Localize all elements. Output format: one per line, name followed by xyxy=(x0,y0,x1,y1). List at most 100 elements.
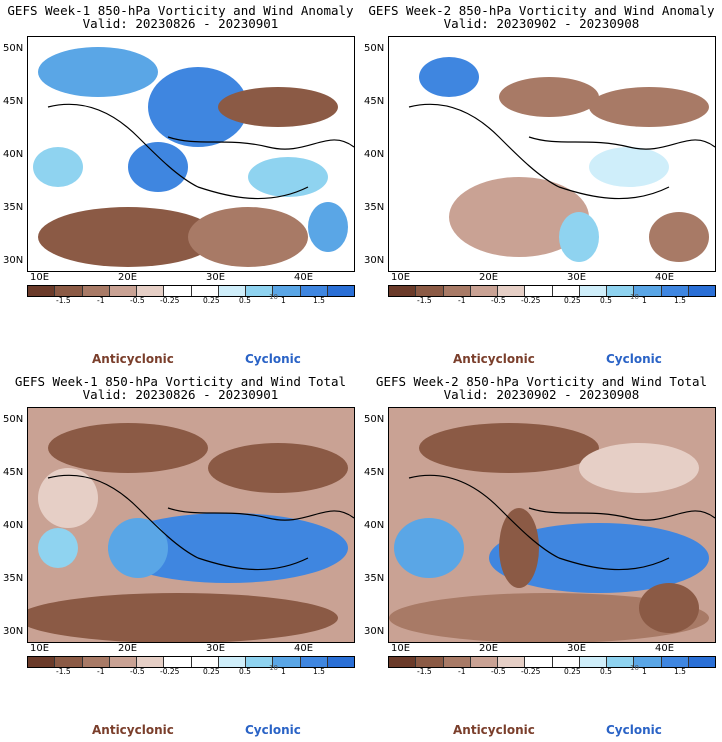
colorbar xyxy=(388,285,716,297)
panel-title: GEFS Week-2 850-hPa Vorticity and Wind T… xyxy=(375,374,708,389)
colorbar-label: 1.5 xyxy=(674,296,686,305)
colorbar-label: 1 xyxy=(642,296,647,305)
panel-week1-total: GEFS Week-1 850-hPa Vorticity and Wind T… xyxy=(0,371,361,742)
vorticity-map xyxy=(27,407,355,643)
colorbar-label: 1.5 xyxy=(313,667,325,676)
colorbar-label: -0.5 xyxy=(491,667,506,676)
colorbar-label: -1.5 xyxy=(56,296,71,305)
lat-label: 50N xyxy=(3,414,24,425)
lat-label: 40N xyxy=(3,149,24,160)
lon-label: 20E xyxy=(479,643,499,654)
colorbar-label: 0.25 xyxy=(203,296,220,305)
lon-label: 10E xyxy=(30,643,50,654)
lat-label: 30N xyxy=(3,255,24,266)
lat-label: 40N xyxy=(364,520,385,531)
panel-week2-anomaly: GEFS Week-2 850-hPa Vorticity and Wind A… xyxy=(361,0,722,371)
cyclonic-label: Cyclonic xyxy=(245,352,301,366)
colorbar xyxy=(27,656,355,668)
panel-valid-dates: Valid: 20230902 - 20230908 xyxy=(443,387,640,402)
colorbar-label: -1 xyxy=(458,667,466,676)
colorbar-label: -1 xyxy=(97,667,105,676)
colorbar-label: -1.5 xyxy=(417,667,432,676)
colorbar-label: 0.5 xyxy=(600,296,612,305)
lat-label: 50N xyxy=(364,43,385,54)
lon-label: 10E xyxy=(391,272,411,283)
panel-title: GEFS Week-1 850-hPa Vorticity and Wind A… xyxy=(7,3,354,18)
colorbar-label: -0.5 xyxy=(130,667,145,676)
lat-label: 35N xyxy=(364,202,385,213)
colorbar-label: 1 xyxy=(281,667,286,676)
lat-label: 50N xyxy=(364,414,385,425)
lon-label: 40E xyxy=(655,643,675,654)
colorbar-label: 0.25 xyxy=(564,296,581,305)
cyclonic-label: Cyclonic xyxy=(606,723,662,737)
vorticity-map xyxy=(388,407,716,643)
panel-valid-dates: Valid: 20230826 - 20230901 xyxy=(82,387,279,402)
panel-valid-dates: Valid: 20230902 - 20230908 xyxy=(443,16,640,31)
lon-label: 40E xyxy=(294,643,314,654)
vorticity-map xyxy=(388,36,716,272)
lon-label: 40E xyxy=(294,272,314,283)
colorbar-label: -0.25 xyxy=(160,667,180,676)
vorticity-map xyxy=(27,36,355,272)
lat-label: 45N xyxy=(364,467,385,478)
colorbar-label: -0.5 xyxy=(491,296,506,305)
colorbar-label: -0.25 xyxy=(160,296,180,305)
colorbar-label: -0.5 xyxy=(130,296,145,305)
lat-label: 45N xyxy=(364,96,385,107)
anticyclonic-label: Anticyclonic xyxy=(92,352,174,366)
panel-valid-dates: Valid: 20230826 - 20230901 xyxy=(82,16,279,31)
lat-label: 50N xyxy=(3,43,24,54)
colorbar-label: -1.5 xyxy=(417,296,432,305)
colorbar-unit: 10 xyxy=(269,293,278,301)
colorbar-unit: 10 xyxy=(630,293,639,301)
panel-week2-total: GEFS Week-2 850-hPa Vorticity and Wind T… xyxy=(361,371,722,742)
colorbar-label: 0.5 xyxy=(239,296,251,305)
colorbar-label: 0.5 xyxy=(239,667,251,676)
lon-label: 20E xyxy=(118,272,138,283)
lon-label: 30E xyxy=(567,272,587,283)
colorbar-label: 1 xyxy=(281,296,286,305)
lon-label: 30E xyxy=(567,643,587,654)
lat-label: 35N xyxy=(3,202,24,213)
lat-label: 45N xyxy=(3,96,24,107)
colorbar xyxy=(388,656,716,668)
colorbar-label: -1.5 xyxy=(56,667,71,676)
lat-label: 35N xyxy=(3,573,24,584)
colorbar-label: -1 xyxy=(458,296,466,305)
cyclonic-label: Cyclonic xyxy=(606,352,662,366)
lat-label: 40N xyxy=(3,520,24,531)
colorbar-label: -0.25 xyxy=(521,296,541,305)
colorbar-label: -0.25 xyxy=(521,667,541,676)
colorbar-label: 0.25 xyxy=(203,667,220,676)
anticyclonic-label: Anticyclonic xyxy=(92,723,174,737)
lon-label: 30E xyxy=(206,643,226,654)
panel-week1-anomaly: GEFS Week-1 850-hPa Vorticity and Wind A… xyxy=(0,0,361,371)
lon-label: 30E xyxy=(206,272,226,283)
cyclonic-label: Cyclonic xyxy=(245,723,301,737)
lon-label: 10E xyxy=(30,272,50,283)
colorbar-label: 0.25 xyxy=(564,667,581,676)
panel-title: GEFS Week-2 850-hPa Vorticity and Wind A… xyxy=(368,3,715,18)
lon-label: 20E xyxy=(118,643,138,654)
anticyclonic-label: Anticyclonic xyxy=(453,352,535,366)
lat-label: 40N xyxy=(364,149,385,160)
colorbar-label: 0.5 xyxy=(600,667,612,676)
colorbar-unit: 10 xyxy=(269,664,278,672)
lat-label: 30N xyxy=(364,255,385,266)
panel-title: GEFS Week-1 850-hPa Vorticity and Wind T… xyxy=(14,374,347,389)
lat-label: 30N xyxy=(3,626,24,637)
lat-label: 30N xyxy=(364,626,385,637)
colorbar-label: 1 xyxy=(642,667,647,676)
lat-label: 45N xyxy=(3,467,24,478)
colorbar xyxy=(27,285,355,297)
lon-label: 40E xyxy=(655,272,675,283)
anticyclonic-label: Anticyclonic xyxy=(453,723,535,737)
lat-label: 35N xyxy=(364,573,385,584)
colorbar-label: -1 xyxy=(97,296,105,305)
colorbar-label: 1.5 xyxy=(674,667,686,676)
colorbar-unit: 10 xyxy=(630,664,639,672)
lon-label: 20E xyxy=(479,272,499,283)
colorbar-label: 1.5 xyxy=(313,296,325,305)
lon-label: 10E xyxy=(391,643,411,654)
